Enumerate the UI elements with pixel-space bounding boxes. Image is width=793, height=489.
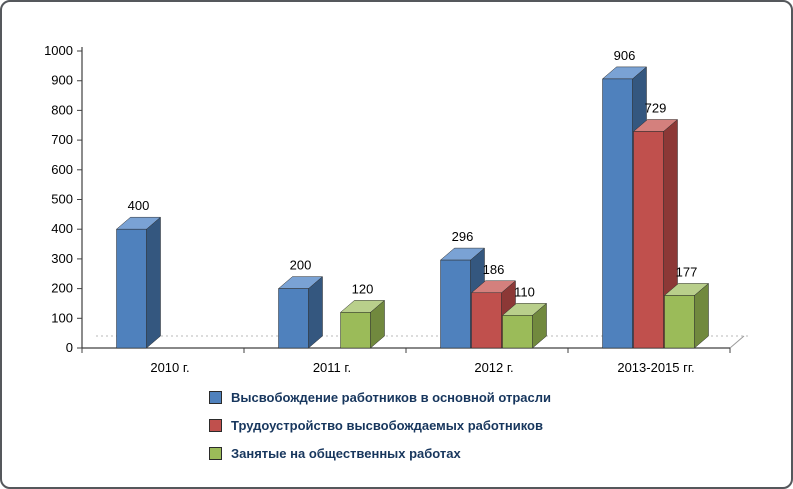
value-label: 110 [514,284,535,299]
y-tick-label: 900 [51,73,73,88]
x-category-label: 2013-2015 гг. [617,360,694,375]
y-tick-label: 100 [51,310,73,325]
bar-side [146,216,161,349]
bar [440,259,471,349]
y-tick-label: 400 [51,221,73,236]
y-tick-label: 300 [51,251,73,266]
y-tick-label: 700 [51,132,73,147]
legend-swatch [209,419,222,432]
bar [340,312,371,349]
bar [633,131,664,349]
bar [502,315,533,349]
legend: Высвобождение работников в основной отра… [209,390,791,461]
y-tick-label: 500 [51,192,73,207]
value-label: 400 [128,198,150,213]
value-label: 120 [352,281,374,296]
plot-area: 0 100 200 300 400 500 600 700 800 900 1000 400 2010 … [44,43,750,375]
x-category-label: 2010 г. [150,360,189,375]
bar [471,292,502,349]
bar [664,295,695,349]
x-category-label: 2011 г. [313,360,351,375]
legend-label: Трудоустройство высвобождаемых работнико… [231,418,543,433]
x-category-label: 2012 г. [474,360,513,375]
value-label: 296 [452,229,474,244]
bar [602,78,633,349]
value-label: 186 [483,262,505,277]
bar [278,288,309,349]
bar-side [308,276,323,349]
bar [116,228,147,349]
legend-item: Высвобождение работников в основной отра… [209,390,791,405]
y-tick-label: 0 [66,340,73,355]
legend-item: Трудоустройство высвобождаемых работнико… [209,418,791,433]
value-label: 729 [645,100,667,115]
value-label: 906 [614,48,636,63]
y-tick-label: 200 [51,281,73,296]
value-label: 200 [290,258,312,273]
legend-label: Высвобождение работников в основной отра… [231,390,551,405]
y-tick-label: 1000 [44,43,73,58]
y-tick-label: 800 [51,102,73,117]
legend-item: Занятые на общественных работах [209,446,791,461]
legend-swatch [209,447,222,460]
floor-side-edge [729,335,745,349]
legend-label: Занятые на общественных работах [231,446,461,461]
y-tick-label: 600 [51,162,73,177]
value-label: 177 [676,264,698,279]
legend-swatch [209,391,222,404]
